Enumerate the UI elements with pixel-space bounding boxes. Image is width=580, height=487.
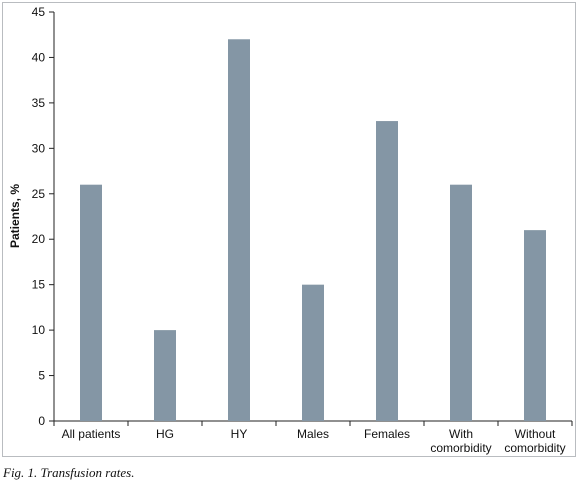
figure-caption: Fig. 1. Transfusion rates. bbox=[3, 465, 135, 480]
x-tick-label: Males bbox=[297, 427, 329, 441]
bar-chart: 0 5 10 15 20 25 30 35 40 45 All patients HG HY Males… bbox=[8, 5, 573, 455]
x-tick-label: HY bbox=[231, 427, 248, 441]
bar bbox=[80, 184, 102, 421]
y-tick-label: 45 bbox=[32, 5, 46, 19]
x-tick-label: Females bbox=[364, 427, 410, 441]
y-tick-label: 35 bbox=[32, 96, 46, 110]
bar bbox=[450, 184, 472, 421]
y-axis-ticks: 0 5 10 15 20 25 30 35 40 45 bbox=[32, 5, 54, 428]
y-tick-label: 40 bbox=[32, 50, 46, 64]
y-tick-label: 5 bbox=[38, 369, 45, 383]
x-tick-label: comorbidity bbox=[430, 441, 491, 455]
bar bbox=[302, 284, 324, 421]
y-tick-label: 25 bbox=[32, 187, 46, 201]
y-tick-label: 15 bbox=[32, 278, 46, 292]
x-tick-label: comorbidity bbox=[504, 441, 565, 455]
x-axis-tick-labels: All patients HG HY Males Females Withcomorbid… bbox=[62, 427, 566, 455]
bars bbox=[80, 39, 546, 422]
bar bbox=[524, 230, 546, 421]
bar bbox=[376, 121, 398, 422]
x-tick-label: HG bbox=[156, 427, 174, 441]
x-tick-label: Without bbox=[515, 427, 556, 441]
y-axis-label: Patients, % bbox=[8, 184, 22, 248]
bar bbox=[154, 330, 176, 421]
y-tick-label: 30 bbox=[32, 141, 46, 155]
x-tick-label: All patients bbox=[62, 427, 121, 441]
x-axis-ticks bbox=[53, 421, 573, 426]
y-tick-label: 0 bbox=[38, 414, 45, 428]
y-tick-label: 10 bbox=[32, 323, 46, 337]
bar bbox=[228, 39, 250, 422]
x-tick-label: With bbox=[449, 427, 473, 441]
y-tick-label: 20 bbox=[32, 232, 46, 246]
